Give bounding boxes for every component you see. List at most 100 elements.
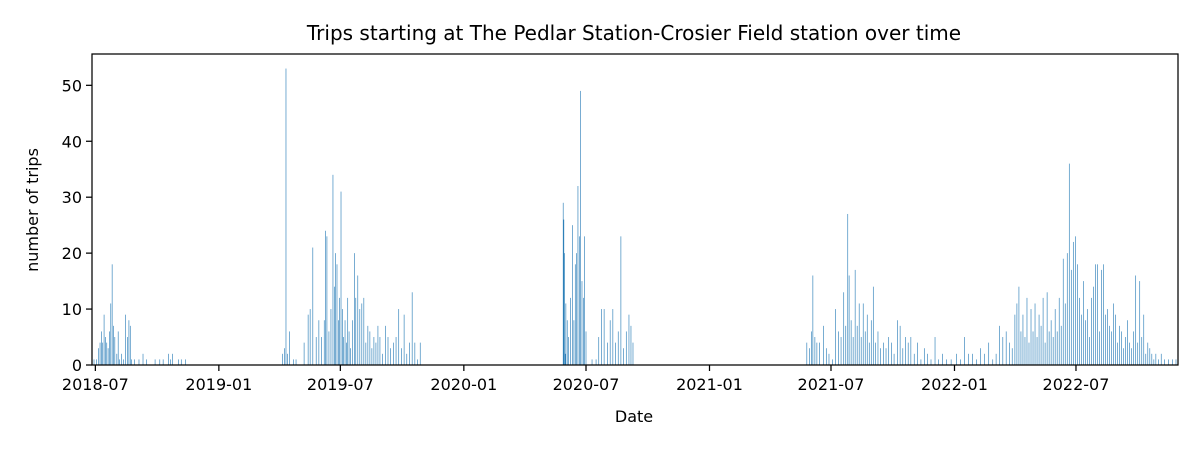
bar-2022-10-22	[1151, 353, 1153, 365]
bars-group	[93, 68, 1177, 366]
bar-2019-10-08	[406, 353, 408, 365]
bar-2019-06-09	[325, 230, 326, 365]
bar-2022-04-25	[1030, 309, 1032, 365]
y-axis-title: number of trips	[23, 148, 42, 272]
bar-2019-06-22	[334, 286, 335, 365]
bar-2022-03-19	[1005, 331, 1007, 365]
bar-2019-08-20	[373, 337, 375, 365]
bar-2021-07-23	[845, 325, 847, 365]
bar-2021-09-09	[877, 331, 879, 365]
bar-2019-10-24	[417, 359, 418, 365]
bar-2022-06-27	[1072, 241, 1074, 365]
bar-2019-04-09	[284, 348, 285, 365]
bar-2019-04-22	[293, 359, 294, 365]
bar-2020-09-09	[632, 342, 634, 365]
bar-2018-08-15	[125, 314, 126, 365]
bar-2021-10-08	[897, 320, 898, 365]
y-tick-label: 40	[62, 132, 82, 151]
bar-2022-09-13	[1125, 337, 1126, 365]
bar-2021-12-14	[942, 353, 943, 365]
bar-2019-06-28	[338, 320, 339, 365]
bar-2022-08-11	[1103, 264, 1104, 365]
y-tick-label: 0	[72, 356, 82, 375]
bar-2022-09-28	[1135, 275, 1137, 365]
bar-2020-06-29	[584, 236, 585, 365]
bar-2019-07-08	[344, 320, 346, 365]
bar-2018-08-04	[117, 331, 119, 365]
x-tick-label: 2019-07	[307, 375, 374, 394]
bar-2019-08-08	[365, 342, 367, 365]
bar-2022-06-03	[1056, 331, 1058, 365]
bar-2018-07-16	[105, 337, 106, 365]
bar-2018-10-10	[162, 359, 164, 365]
bar-2019-10-12	[409, 342, 410, 365]
bar-2020-06-15	[574, 264, 576, 365]
bar-2018-07-20	[107, 348, 109, 365]
bar-2022-06-18	[1066, 253, 1068, 365]
bar-2022-10-25	[1153, 359, 1155, 365]
bar-2022-10-01	[1137, 342, 1139, 365]
bar-2020-05-29	[563, 219, 565, 365]
bar-2019-07-22	[354, 253, 355, 365]
bar-2021-08-18	[862, 303, 864, 365]
bar-2019-05-17	[309, 309, 311, 365]
bar-2022-08-23	[1111, 331, 1112, 365]
bar-2019-07-04	[342, 309, 343, 365]
bar-2020-05-31	[564, 353, 566, 365]
bar-2018-08-20	[128, 320, 130, 365]
bar-2021-07-08	[835, 309, 836, 365]
bar-2021-07-28	[848, 275, 850, 365]
bar-2021-11-07	[917, 342, 918, 365]
bar-2021-07-12	[838, 331, 839, 365]
bar-2019-06-17	[330, 309, 332, 365]
bar-2022-06-09	[1060, 325, 1062, 365]
x-tick-label: 2022-01	[921, 375, 988, 394]
bar-2022-09-19	[1129, 342, 1130, 365]
bar-2021-07-16	[840, 337, 842, 365]
bar-2018-07-28	[113, 325, 114, 365]
bar-2021-11-27	[930, 359, 932, 365]
bar-2018-08-12	[123, 359, 124, 365]
bar-2021-12-27	[950, 359, 952, 365]
bar-2020-08-30	[625, 331, 627, 365]
bar-2020-08-10	[612, 309, 614, 365]
bar-2019-10-20	[414, 342, 416, 365]
bar-2019-08-05	[363, 297, 365, 365]
bar-2019-10-28	[419, 342, 421, 365]
bar-2022-08-08	[1101, 269, 1102, 365]
bar-2022-08-20	[1109, 325, 1110, 365]
bar-2021-08-27	[868, 342, 870, 365]
bar-2022-05-28	[1052, 337, 1054, 365]
bar-2022-11-27	[1175, 359, 1177, 365]
bar-2021-07-31	[850, 320, 852, 365]
bar-2022-04-04	[1016, 303, 1018, 365]
bar-2021-05-26	[806, 342, 808, 365]
bar-2020-05-28	[562, 202, 564, 365]
bar-2022-04-10	[1020, 331, 1022, 365]
bar-2022-08-17	[1107, 309, 1108, 365]
bar-2021-10-12	[899, 325, 901, 365]
bar-2018-09-10	[142, 353, 144, 365]
y-tick-label: 30	[62, 188, 82, 207]
bar-2022-06-15	[1064, 303, 1066, 365]
bar-2021-09-02	[872, 286, 874, 365]
bar-2020-07-20	[598, 337, 600, 365]
bar-2022-07-06	[1079, 297, 1080, 365]
bar-2018-10-24	[172, 353, 173, 365]
bar-2022-08-14	[1105, 314, 1106, 365]
bar-2021-10-16	[902, 348, 904, 365]
bar-2022-01-10	[960, 359, 961, 365]
chart-title: Trips starting at The Pedlar Station-Cro…	[306, 21, 961, 45]
bar-2021-11-02	[913, 353, 915, 365]
bar-2021-08-03	[852, 337, 854, 365]
bar-2021-08-15	[860, 337, 862, 365]
bar-2018-08-22	[129, 325, 131, 365]
bar-2019-04-11	[285, 68, 287, 365]
bar-2019-10-04	[403, 314, 405, 365]
bar-2022-01-22	[968, 353, 969, 365]
bar-2019-09-06	[385, 325, 386, 365]
bar-2020-06-11	[572, 225, 573, 365]
bar-2022-09-01	[1117, 342, 1118, 365]
bar-2019-08-14	[369, 331, 371, 365]
bar-2019-08-29	[379, 337, 381, 365]
